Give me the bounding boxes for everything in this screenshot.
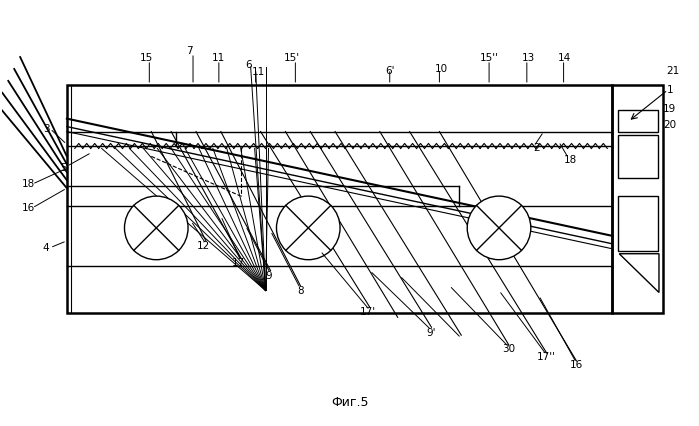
Text: 14: 14	[558, 53, 571, 63]
Text: 1: 1	[667, 85, 673, 95]
Text: 15': 15'	[284, 53, 301, 63]
Text: 12: 12	[196, 241, 210, 251]
Text: 20: 20	[663, 120, 677, 130]
Text: 17': 17'	[360, 307, 376, 317]
Text: 16: 16	[570, 360, 583, 370]
Text: 2: 2	[533, 144, 540, 153]
Text: 10: 10	[435, 64, 448, 74]
Text: 7: 7	[186, 46, 192, 56]
Text: 21: 21	[666, 66, 679, 76]
Text: 15: 15	[140, 53, 153, 63]
Text: 15'': 15''	[480, 53, 498, 63]
Text: 17'': 17''	[538, 352, 556, 362]
Circle shape	[277, 196, 340, 260]
Text: 8: 8	[297, 286, 303, 296]
Text: 9: 9	[265, 271, 272, 281]
Text: 6: 6	[245, 60, 252, 70]
Text: 16: 16	[22, 203, 35, 213]
Text: 18: 18	[22, 179, 35, 189]
Text: 3: 3	[43, 124, 50, 134]
Text: 17: 17	[232, 258, 245, 268]
Bar	[618, 196, 658, 251]
Text: Фиг.5: Фиг.5	[331, 396, 369, 409]
Bar	[67, 85, 612, 314]
Text: 11: 11	[252, 67, 265, 77]
Text: 30: 30	[503, 344, 516, 354]
Text: 18: 18	[564, 155, 577, 165]
Text: 6': 6'	[385, 66, 394, 76]
Text: 13: 13	[522, 53, 535, 63]
Text: 5: 5	[61, 163, 67, 173]
Text: 9': 9'	[426, 328, 436, 338]
Bar	[618, 135, 658, 178]
Text: 11: 11	[212, 53, 226, 63]
Text: 4: 4	[43, 243, 50, 253]
Bar	[618, 109, 658, 132]
Circle shape	[124, 196, 188, 260]
Bar	[612, 85, 663, 314]
Text: 19: 19	[663, 104, 677, 114]
Circle shape	[467, 196, 531, 260]
